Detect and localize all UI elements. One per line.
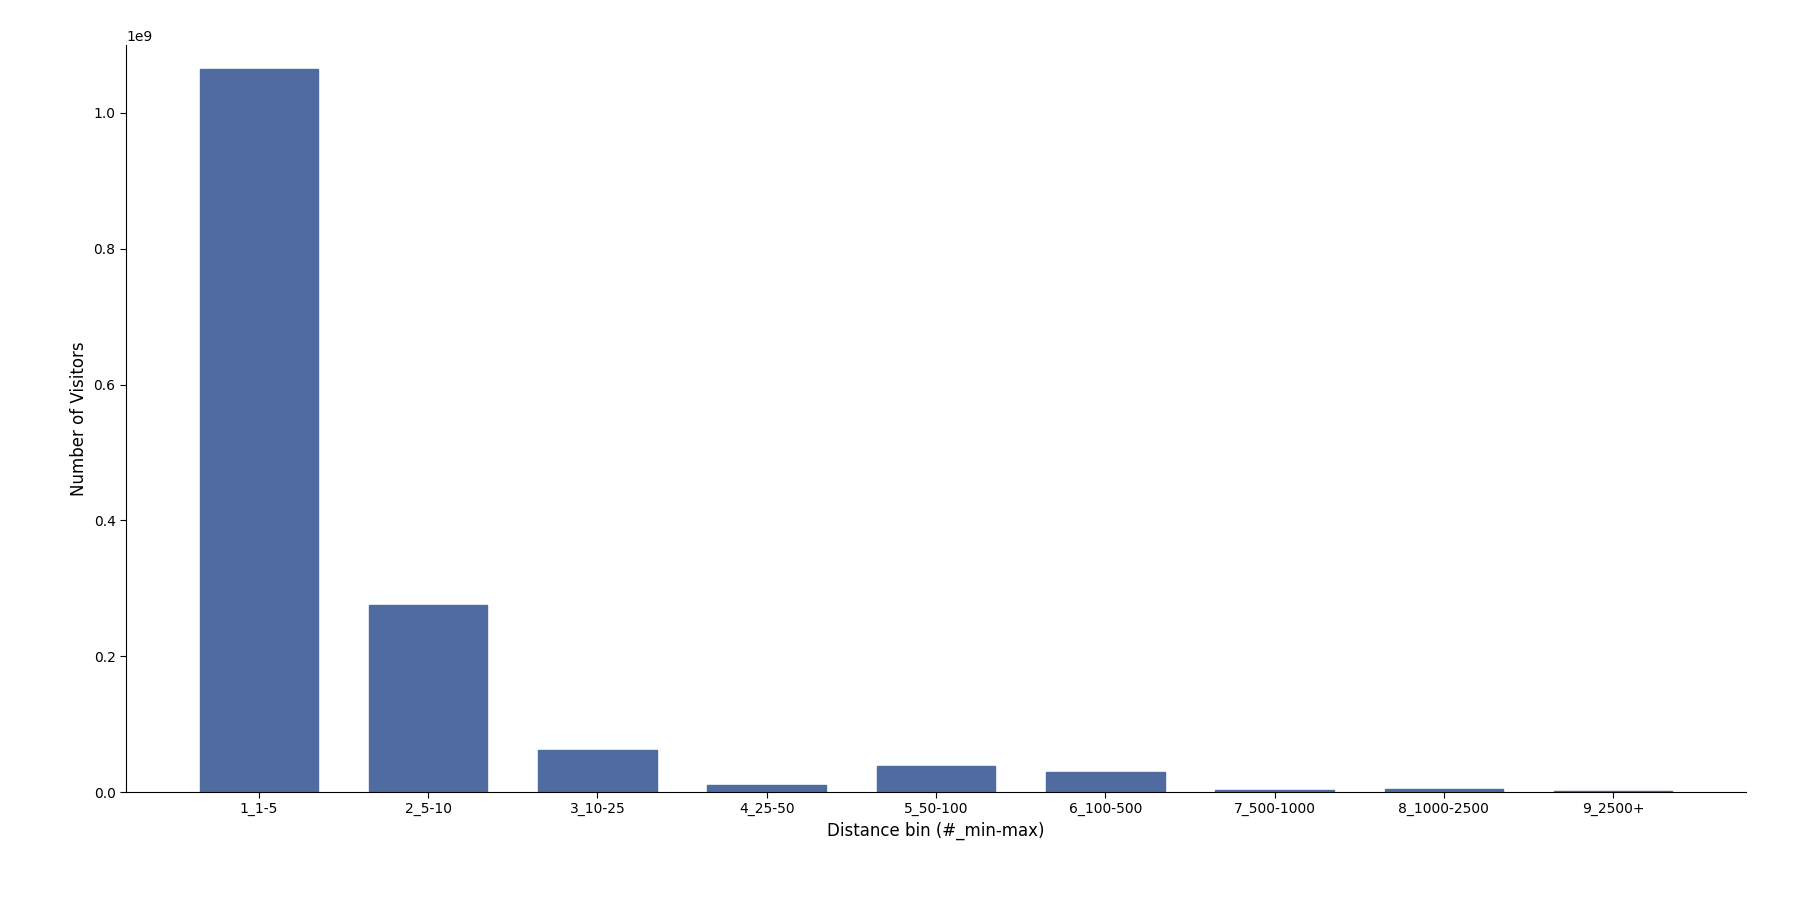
- Bar: [877, 766, 995, 792]
- Y-axis label: Number of Visitors: Number of Visitors: [70, 341, 88, 496]
- Bar: [1384, 788, 1503, 792]
- Bar: [538, 750, 657, 792]
- Bar: [200, 68, 319, 792]
- X-axis label: Distance bin (#_min-max): Distance bin (#_min-max): [828, 822, 1044, 841]
- Bar: [1046, 771, 1165, 792]
- Bar: [707, 785, 826, 792]
- Bar: [369, 605, 488, 792]
- Bar: [1215, 790, 1334, 792]
